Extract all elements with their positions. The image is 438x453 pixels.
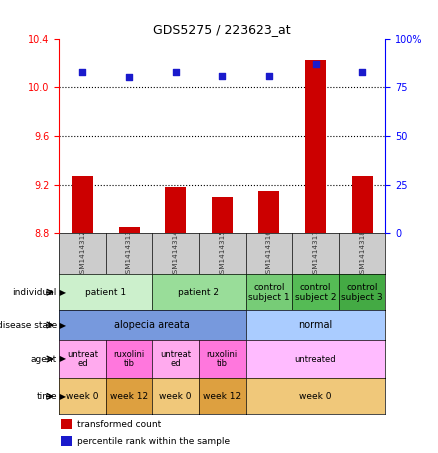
Point	[265, 72, 272, 79]
Text: GSM1414312: GSM1414312	[79, 229, 85, 278]
Bar	[352, 176, 373, 233]
Text: untreat
ed: untreat ed	[160, 350, 191, 368]
Point	[126, 74, 133, 81]
Text: ▶: ▶	[57, 288, 66, 297]
Text: control
subject 3: control subject 3	[341, 283, 383, 302]
Title: GDS5275 / 223623_at: GDS5275 / 223623_at	[153, 23, 291, 36]
Text: ruxolini
tib: ruxolini tib	[113, 350, 145, 368]
Text: week 12: week 12	[110, 392, 148, 401]
Text: patient 1: patient 1	[85, 288, 126, 297]
Text: alopecia areata: alopecia areata	[114, 320, 190, 330]
Text: percentile rank within the sample: percentile rank within the sample	[77, 437, 230, 446]
Text: patient 2: patient 2	[178, 288, 219, 297]
Point	[172, 68, 179, 75]
Text: GSM1414316: GSM1414316	[266, 229, 272, 278]
Bar	[72, 176, 93, 233]
Text: disease state: disease state	[0, 321, 57, 329]
Text: untreat
ed: untreat ed	[67, 350, 98, 368]
Text: transformed count: transformed count	[77, 420, 161, 429]
Text: GSM1414313: GSM1414313	[126, 229, 132, 278]
Text: ruxolini
tib: ruxolini tib	[207, 350, 238, 368]
Bar	[258, 191, 279, 233]
Bar	[61, 437, 72, 446]
Point	[359, 68, 366, 75]
Text: week 0: week 0	[299, 392, 332, 401]
Text: ▶: ▶	[57, 321, 66, 329]
Text: control
subject 2: control subject 2	[295, 283, 336, 302]
Text: GSM1414315: GSM1414315	[219, 229, 225, 278]
Text: week 0: week 0	[66, 392, 99, 401]
Text: ▶: ▶	[57, 355, 66, 363]
Bar	[119, 227, 140, 233]
Text: control
subject 1: control subject 1	[248, 283, 290, 302]
Text: untreated: untreated	[295, 355, 336, 363]
Text: individual: individual	[13, 288, 57, 297]
Point	[79, 68, 86, 75]
Text: agent: agent	[31, 355, 57, 363]
Point	[219, 72, 226, 79]
Bar	[212, 197, 233, 233]
Bar	[61, 419, 72, 429]
Text: ▶: ▶	[57, 392, 66, 401]
Point	[312, 60, 319, 67]
Bar	[165, 187, 186, 233]
Bar	[305, 60, 326, 233]
Text: GSM1414314: GSM1414314	[173, 229, 179, 278]
Text: normal: normal	[298, 320, 332, 330]
Text: GSM1414318: GSM1414318	[359, 229, 365, 278]
Text: week 0: week 0	[159, 392, 192, 401]
Text: GSM1414317: GSM1414317	[313, 229, 318, 278]
Text: week 12: week 12	[203, 392, 241, 401]
Text: time: time	[36, 392, 57, 401]
